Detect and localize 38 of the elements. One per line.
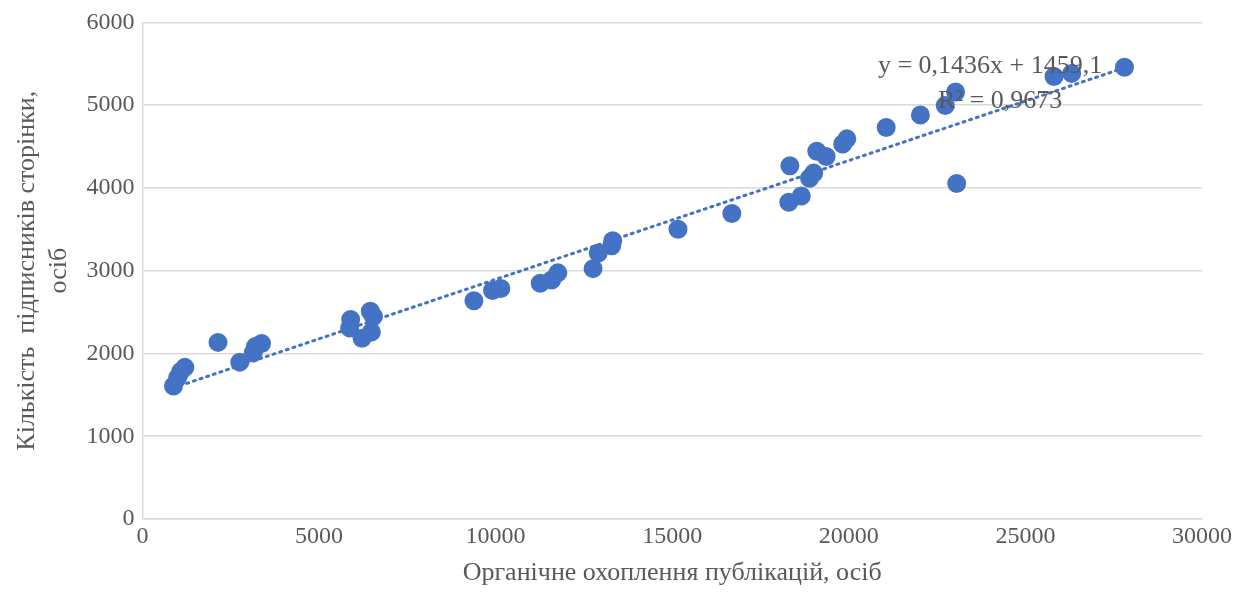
point <box>791 186 811 206</box>
point <box>804 163 824 183</box>
y-tick-label: 4000 <box>86 173 135 200</box>
point <box>588 243 608 263</box>
point <box>837 129 857 149</box>
y-tick-label: 6000 <box>86 7 135 34</box>
point <box>1114 57 1134 77</box>
point <box>175 357 195 377</box>
annotation: y = 0,1436x + 1459,1 <box>877 50 1103 80</box>
point <box>780 156 800 176</box>
point <box>252 333 272 353</box>
y-axis-title: Кількість підписників сторінки, осіб <box>11 90 72 451</box>
x-tick-label: 5000 <box>295 521 343 548</box>
point <box>722 204 742 224</box>
point <box>876 117 896 137</box>
y-tick-label: 3000 <box>86 256 135 282</box>
y-tick-label: 2000 <box>86 338 135 365</box>
point <box>816 146 836 166</box>
point <box>363 306 383 326</box>
point <box>910 105 930 125</box>
point <box>361 322 381 342</box>
x-tick-label: 30000 <box>1172 521 1232 548</box>
x-tick-label: 25000 <box>995 521 1056 548</box>
x-tick-label: 10000 <box>465 521 526 548</box>
point <box>464 291 484 311</box>
y-tick-label: 5000 <box>86 90 135 117</box>
x-tick-label: 20000 <box>818 521 879 548</box>
y-tick-label: 1000 <box>86 421 135 448</box>
point <box>947 173 967 193</box>
x-axis-title: Органічне охоплення публікацій, осіб <box>462 557 882 587</box>
x-tick-label: 15000 <box>642 521 703 548</box>
point <box>491 278 511 298</box>
point <box>583 259 603 279</box>
point <box>208 332 228 352</box>
point <box>230 352 250 372</box>
y-tick-label: 0 <box>122 504 135 531</box>
point <box>548 263 568 283</box>
point <box>668 219 688 239</box>
